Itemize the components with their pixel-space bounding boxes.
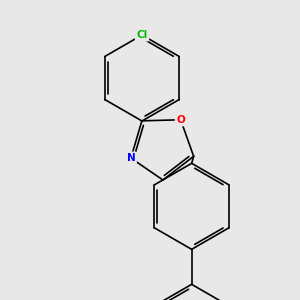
Text: Cl: Cl [136, 30, 148, 40]
Text: N: N [127, 153, 135, 163]
Text: O: O [176, 115, 185, 125]
